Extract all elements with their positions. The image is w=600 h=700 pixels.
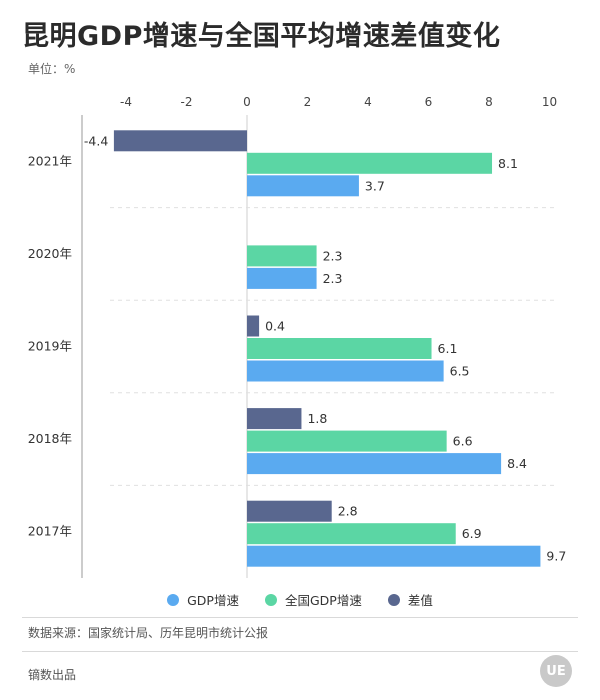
x-tick-label: 2 [304,95,312,109]
x-tick-label: 6 [425,95,433,109]
legend-swatch-gdp-growth [167,593,180,606]
bar-national_growth [247,338,432,359]
legend-item-difference: 差值 [387,590,433,609]
data-label: 2.3 [323,271,343,286]
x-tick-label: 4 [364,95,372,109]
data-label: 9.7 [546,549,566,564]
legend: GDP增速 全国GDP增速 差值 [0,590,600,609]
data-label: 1.8 [307,411,327,426]
category-label: 2019年 [28,339,72,354]
category-label: 2017年 [28,524,72,539]
bar-chart: -4 -2 0 2 4 6 8 10 2021年 -4.4 8.1 3.7 2020年 2.3 2.3 201… [28,95,566,578]
bar-gdp_growth [247,175,359,197]
data-label: 8.4 [507,456,527,471]
unit-label: 单位：% [28,62,76,76]
bar-difference [247,408,302,430]
bar-difference [113,130,248,152]
bar-national_growth [247,430,447,452]
data-label: 3.7 [365,178,385,193]
bar-gdp_growth [247,545,541,567]
bar-gdp_growth [247,453,502,475]
data-label: 6.9 [462,526,482,541]
divider-bottom [22,651,578,652]
data-label: -4.4 [84,133,108,148]
x-tick-label: 0 [243,95,251,109]
category-label: 2018年 [28,431,72,446]
data-label: 0.4 [265,319,285,334]
x-tick-label: -2 [181,95,193,109]
footer-credit: 镝数出品 [28,668,77,682]
x-tick-label: 10 [542,95,557,109]
data-source: 数据来源：国家统计局、历年昆明市统计公报 [28,626,269,640]
legend-label-national-growth: 全国GDP增速 [284,593,362,608]
x-tick-label: -4 [120,95,132,109]
data-label: 2.8 [338,504,358,519]
category-label: 2020年 [28,246,72,261]
divider-top [22,617,578,618]
bar-national_growth [247,245,317,267]
bar-national_growth [247,523,456,545]
bar-difference [247,315,260,337]
x-tick-label: 8 [485,95,493,109]
data-label: 8.1 [498,156,518,171]
bar-gdp_growth [247,267,317,289]
bar-gdp_growth [247,360,444,382]
data-label: 2.3 [323,248,343,263]
data-label: 6.6 [453,434,473,449]
data-label: 6.5 [450,364,470,379]
brand-logo-icon: UE [540,655,572,687]
legend-label-gdp-growth: GDP增速 [187,593,239,608]
data-label: 6.1 [438,341,458,356]
legend-item-national-growth: 全国GDP增速 [264,590,362,609]
legend-swatch-difference [387,593,400,606]
bar-national_growth [247,152,493,174]
category-label: 2021年 [28,153,72,168]
legend-label-difference: 差值 [407,593,433,608]
legend-swatch-national-growth [264,593,277,606]
chart-title: 昆明GDP增速与全国平均增速差值变化 [22,21,501,52]
bar-difference [247,500,332,522]
legend-item-gdp-growth: GDP增速 [167,590,239,609]
